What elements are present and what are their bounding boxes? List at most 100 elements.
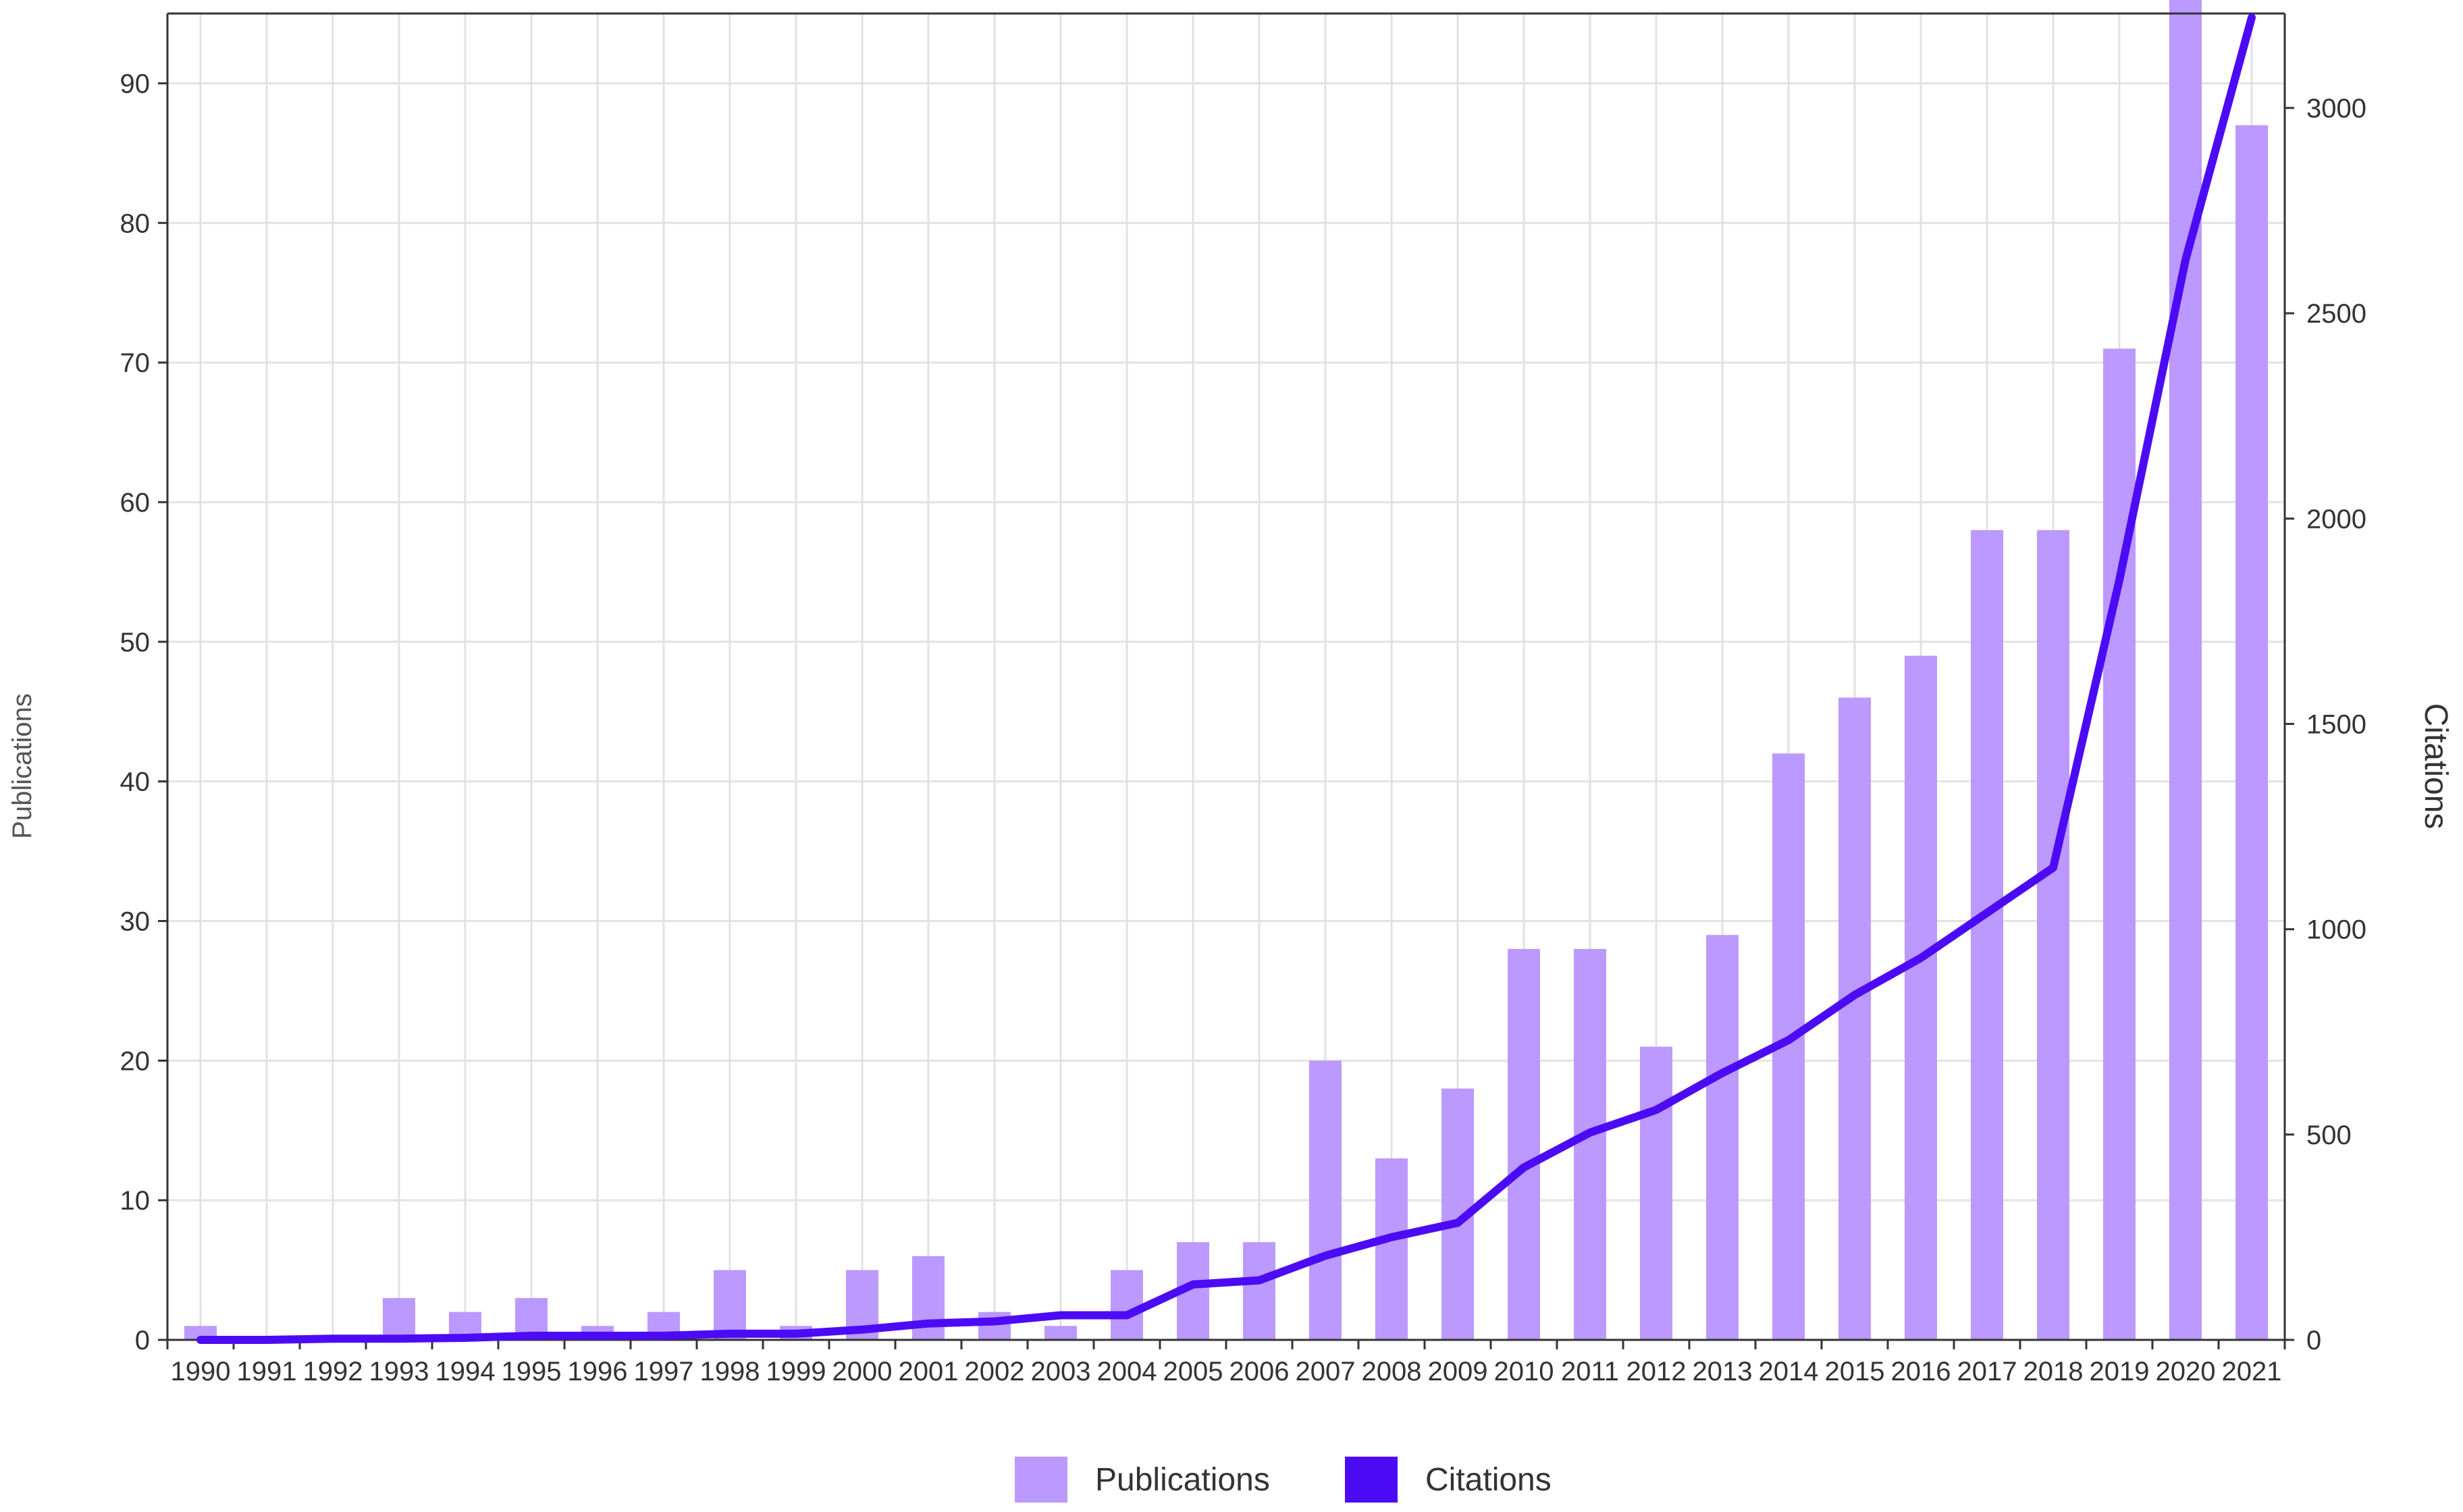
x-tick-label: 1999: [766, 1357, 826, 1386]
x-tick-label: 2001: [899, 1357, 959, 1386]
citations-point: [2250, 16, 2254, 20]
y-right-tick-label: 0: [2306, 1326, 2321, 1355]
y-right-tick-label: 3000: [2306, 94, 2366, 124]
legend-publications-label: Publications: [1095, 1462, 1270, 1498]
publications-bar: [1706, 935, 1739, 1340]
legend-citations-label: Citations: [1425, 1462, 1552, 1498]
y-left-tick-label: 30: [120, 907, 151, 936]
publications-bar: [1044, 1326, 1077, 1340]
x-tick-label: 1996: [568, 1357, 628, 1386]
x-tick-label: 2006: [1229, 1357, 1290, 1386]
citations-point: [1522, 1165, 1526, 1170]
citations-point: [926, 1321, 930, 1326]
publications-bar: [1905, 655, 1937, 1340]
x-tick-label: 2002: [965, 1357, 1025, 1386]
x-tick-label: 2021: [2222, 1357, 2282, 1386]
citations-point: [1191, 1282, 1195, 1287]
x-tick-label: 2000: [832, 1357, 893, 1386]
y-left-tick-label: 10: [120, 1186, 151, 1216]
x-tick-label: 1990: [171, 1357, 231, 1386]
y-left-tick-label: 0: [135, 1326, 150, 1355]
y-left-tick-label: 40: [120, 767, 151, 797]
x-tick-label: 2009: [1428, 1357, 1488, 1386]
x-tick-label: 1994: [435, 1357, 496, 1386]
citations-point: [1588, 1130, 1592, 1135]
x-tick-label: 2016: [1891, 1357, 1951, 1386]
x-tick-label: 1998: [700, 1357, 760, 1386]
publications-bar: [2037, 530, 2069, 1340]
x-tick-label: 2017: [1957, 1357, 2017, 1386]
x-tick-label: 1993: [369, 1357, 429, 1386]
publications-bars: [184, 0, 2268, 1341]
publications-bar: [1838, 697, 1871, 1340]
grid-lines: [167, 14, 2285, 1341]
citations-point: [397, 1336, 401, 1341]
y-left-tick-label: 90: [120, 69, 151, 99]
citations-point: [794, 1331, 798, 1336]
citations-point: [1786, 1037, 1791, 1042]
x-tick-label: 2011: [1561, 1357, 1619, 1386]
x-tick-label: 2019: [2090, 1357, 2150, 1386]
publications-bar: [2103, 348, 2136, 1340]
publications-bar: [714, 1270, 746, 1340]
y-left-tick-label: 60: [120, 488, 151, 518]
x-tick-label: 1995: [502, 1357, 562, 1386]
citations-point: [198, 1338, 203, 1342]
x-tick-label: 2013: [1693, 1357, 1753, 1386]
x-tick-label: 2008: [1362, 1357, 1422, 1386]
y-left-tick-label: 50: [120, 628, 151, 657]
x-tick-label: 1991: [237, 1357, 297, 1386]
citations-point: [1257, 1278, 1261, 1282]
citations-point: [331, 1336, 335, 1341]
publications-bar: [2169, 0, 2202, 1340]
citations-point: [1323, 1253, 1327, 1258]
citations-point: [2183, 258, 2188, 263]
citations-line: [196, 14, 2256, 1344]
y-left-tick-label: 80: [120, 209, 151, 238]
publications-bar: [1574, 948, 1606, 1340]
y-right-tick-label: 1000: [2306, 915, 2366, 945]
y-right-tick-label: 2000: [2306, 504, 2366, 534]
citations-point: [1389, 1235, 1394, 1239]
x-tick-label: 1992: [303, 1357, 363, 1386]
publications-bar: [1375, 1158, 1408, 1340]
citations-point: [1985, 911, 1989, 915]
publications-bar: [978, 1312, 1011, 1340]
citations-point: [662, 1333, 666, 1338]
publications-bar: [1640, 1046, 1672, 1340]
citations-point: [595, 1333, 600, 1338]
x-tick-label: 2015: [1825, 1357, 1885, 1386]
publications-bar: [2235, 125, 2268, 1341]
y-left-tick-label: 70: [120, 348, 151, 378]
x-tick-label: 2003: [1031, 1357, 1091, 1386]
publications-bar: [1111, 1270, 1143, 1340]
citations-point: [1125, 1313, 1129, 1318]
citations-point: [728, 1331, 732, 1336]
x-tick-label: 2020: [2156, 1357, 2216, 1386]
citations-point: [1720, 1071, 1724, 1075]
citations-point: [1654, 1108, 1658, 1112]
x-tick-label: 2010: [1494, 1357, 1554, 1386]
legend-publications-swatch: [1015, 1457, 1067, 1503]
y-axis-left-title: Publications: [7, 693, 37, 839]
citations-point: [1456, 1220, 1460, 1225]
x-tick-label: 2012: [1626, 1357, 1687, 1386]
citations-point: [529, 1333, 533, 1338]
tick-labels: 0 10 20 30 40 50 60 70 80 90 0 500 1000 1500 2000 2500 3…: [120, 69, 2366, 1386]
citations-point: [992, 1319, 997, 1324]
x-tick-label: 2004: [1097, 1357, 1157, 1386]
x-tick-label: 2005: [1163, 1357, 1223, 1386]
citations-point: [1853, 992, 1857, 997]
y-axis-right-title: Citations: [2418, 703, 2454, 830]
x-tick-label: 2014: [1759, 1357, 1819, 1386]
citations-point: [463, 1335, 467, 1340]
publications-bar: [1309, 1060, 1342, 1340]
citations-line-group: [196, 14, 2256, 1344]
y-right-tick-label: 500: [2306, 1120, 2352, 1150]
publications-bar: [1243, 1242, 1275, 1340]
x-tick-label: 2007: [1296, 1357, 1356, 1386]
y-right-tick-label: 2500: [2306, 299, 2366, 329]
publications-bar: [1971, 530, 2003, 1340]
citations-point: [265, 1338, 269, 1342]
